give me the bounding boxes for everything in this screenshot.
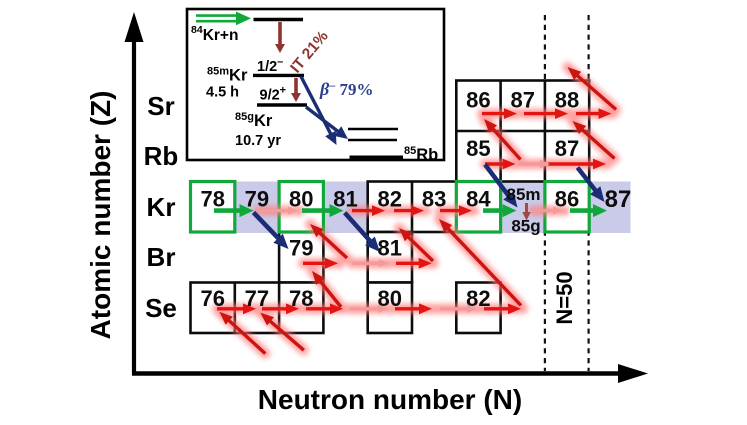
svg-text:81: 81 bbox=[333, 187, 357, 212]
svg-text:Se: Se bbox=[145, 293, 177, 323]
svg-text:88: 88 bbox=[555, 88, 579, 113]
svg-text:87: 87 bbox=[555, 136, 579, 161]
svg-text:87: 87 bbox=[511, 88, 535, 113]
svg-text:4.5 h: 4.5 h bbox=[206, 85, 239, 101]
svg-text:80: 80 bbox=[378, 286, 402, 311]
svg-text:Kr: Kr bbox=[147, 192, 176, 222]
svg-text:82: 82 bbox=[378, 187, 402, 212]
svg-text:83: 83 bbox=[422, 187, 446, 212]
svg-text:85gKr: 85gKr bbox=[235, 111, 273, 130]
svg-text:Neutron number (N): Neutron number (N) bbox=[258, 384, 522, 415]
svg-text:9/2+: 9/2+ bbox=[260, 85, 287, 104]
svg-text:10.7 yr: 10.7 yr bbox=[235, 133, 281, 149]
svg-text:Br: Br bbox=[147, 242, 176, 272]
svg-text:Atomic number (Z): Atomic number (Z) bbox=[85, 91, 116, 340]
svg-text:82: 82 bbox=[466, 286, 490, 311]
svg-text:87: 87 bbox=[605, 186, 632, 213]
svg-text:86: 86 bbox=[466, 88, 490, 113]
svg-text:85m: 85m bbox=[506, 185, 540, 204]
svg-text:1/2–: 1/2– bbox=[257, 56, 283, 75]
svg-text:79: 79 bbox=[289, 236, 313, 261]
svg-text:85Rb: 85Rb bbox=[404, 145, 438, 164]
svg-text:Sr: Sr bbox=[147, 91, 174, 121]
svg-text:86: 86 bbox=[555, 187, 579, 212]
svg-text:80: 80 bbox=[289, 187, 313, 212]
svg-text:84: 84 bbox=[466, 187, 491, 212]
svg-text:85g: 85g bbox=[511, 217, 540, 236]
svg-text:79: 79 bbox=[245, 187, 269, 212]
svg-text:85mKr: 85mKr bbox=[207, 66, 248, 85]
svg-text:81: 81 bbox=[378, 236, 402, 261]
svg-text:76: 76 bbox=[200, 286, 224, 311]
svg-text:Rb: Rb bbox=[144, 141, 179, 171]
svg-text:84Kr+n: 84Kr+n bbox=[191, 24, 238, 44]
svg-text:N=50: N=50 bbox=[552, 271, 577, 324]
svg-text:77: 77 bbox=[245, 286, 269, 311]
svg-text:β– 79%: β– 79% bbox=[319, 78, 373, 99]
svg-text:78: 78 bbox=[289, 286, 313, 311]
svg-text:78: 78 bbox=[200, 187, 224, 212]
svg-text:85: 85 bbox=[466, 136, 490, 161]
